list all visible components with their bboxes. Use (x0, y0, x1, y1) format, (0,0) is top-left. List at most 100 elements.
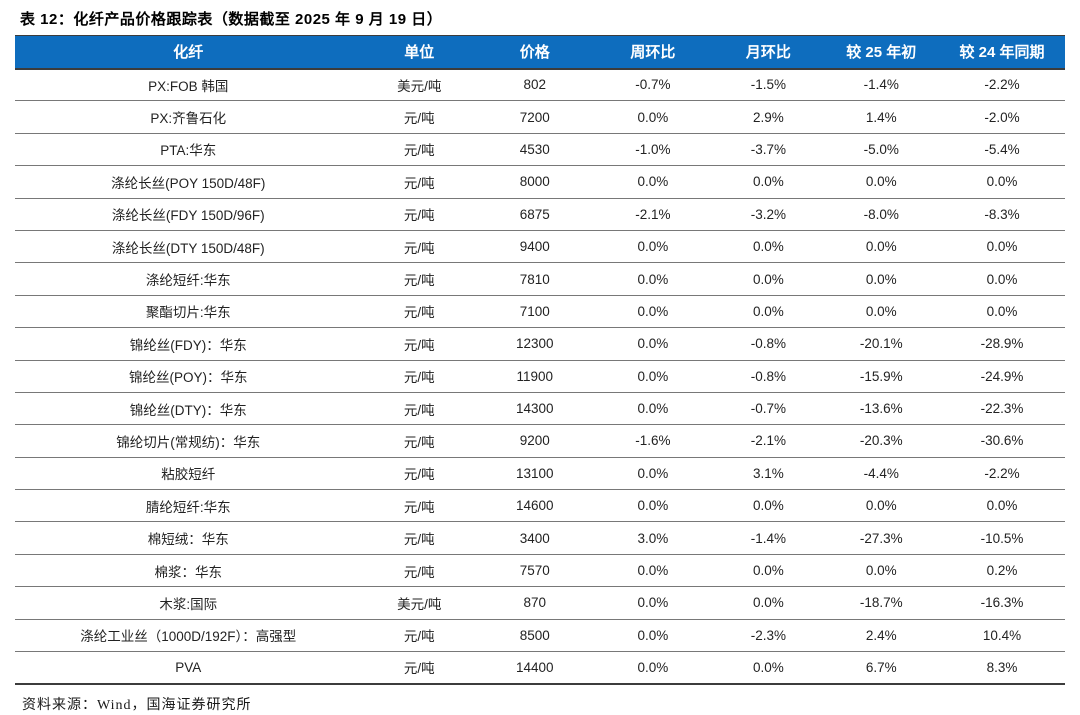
table-cell: -8.0% (823, 198, 939, 231)
table-row: 腈纶短纤:华东 元/吨 14600 0.0% 0.0% 0.0% 0.0% (15, 489, 1065, 523)
table-row: 锦纶丝(POY)：华东 元/吨 11900 0.0% -0.8% -15.9% -24.9% (15, 360, 1065, 393)
table-cell: 14600 (477, 489, 593, 523)
table-cell: -1.4% (823, 68, 939, 102)
table-cell: PX:齐鲁石化 (15, 100, 362, 134)
table-cell: -28.9% (939, 327, 1065, 361)
table-cell: 元/吨 (361, 619, 477, 653)
header-cell: 较 25 年初 (823, 35, 939, 70)
table-cell: 元/吨 (361, 262, 477, 296)
table-cell: 2.9% (713, 100, 824, 134)
table-cell: 粘胶短纤 (15, 457, 362, 491)
table-cell: 0.0% (939, 489, 1065, 523)
table-cell: -30.6% (939, 424, 1065, 458)
table-cell: 14400 (477, 651, 593, 685)
table-cell: -8.3% (939, 198, 1065, 231)
table-cell: 0.0% (592, 489, 714, 523)
table-cell: 0.0% (713, 165, 824, 199)
table-row: PVA 元/吨 14400 0.0% 0.0% 6.7% 8.3% (15, 651, 1065, 685)
table-cell: 9400 (477, 230, 593, 264)
table-cell: 0.0% (713, 489, 824, 523)
header-cell: 月环比 (713, 35, 824, 70)
table-cell: -2.2% (939, 68, 1065, 102)
table-row: 涤纶工业丝（1000D/192F）：高强型 元/吨 8500 0.0% -2.3% 2.4… (15, 619, 1065, 653)
table-row: 锦纶丝(FDY)：华东 元/吨 12300 0.0% -0.8% -20.1% -28.9% (15, 327, 1065, 361)
table-cell: 棉短绒：华东 (15, 521, 362, 555)
table-cell: 涤纶长丝(DTY 150D/48F) (15, 230, 362, 264)
table-cell: 0.0% (713, 651, 824, 685)
table-cell: 0.0% (823, 554, 939, 588)
table-cell: -1.6% (592, 424, 714, 458)
table-cell: 0.0% (713, 295, 824, 329)
table-cell: -24.9% (939, 360, 1065, 393)
table-row: 锦纶丝(DTY)：华东 元/吨 14300 0.0% -0.7% -13.6% -22.3% (15, 392, 1065, 426)
table-cell: 0.0% (713, 586, 824, 620)
table-cell: 元/吨 (361, 651, 477, 685)
table-cell: -22.3% (939, 392, 1065, 426)
table-row: 粘胶短纤 元/吨 13100 0.0% 3.1% -4.4% -2.2% (15, 457, 1065, 491)
table-cell: 元/吨 (361, 133, 477, 167)
table-cell: 0.0% (592, 262, 714, 296)
table-cell: 元/吨 (361, 295, 477, 329)
table-cell: -3.7% (713, 133, 824, 167)
table-cell: 1.4% (823, 100, 939, 134)
table-cell: 元/吨 (361, 100, 477, 134)
table-cell: -16.3% (939, 586, 1065, 620)
table-cell: 锦纶丝(FDY)：华东 (15, 327, 362, 361)
table-cell: 12300 (477, 327, 593, 361)
table-cell: 7810 (477, 262, 593, 296)
header-cell: 单位 (361, 35, 477, 70)
table-cell: 6.7% (823, 651, 939, 685)
table-cell: 锦纶丝(DTY)：华东 (15, 392, 362, 426)
table-cell: 10.4% (939, 619, 1065, 653)
table-cell: 3.0% (592, 521, 714, 555)
table-cell: 美元/吨 (361, 586, 477, 620)
table-cell: 8000 (477, 165, 593, 199)
table-cell: 0.0% (939, 262, 1065, 296)
table-cell: 0.0% (713, 262, 824, 296)
table-cell: 木浆:国际 (15, 586, 362, 620)
table-cell: 锦纶切片(常规纺)：华东 (15, 424, 362, 458)
table-cell: 3.1% (713, 457, 824, 491)
table-cell: 元/吨 (361, 327, 477, 361)
table-cell: 2.4% (823, 619, 939, 653)
table-cell: -2.0% (939, 100, 1065, 134)
table-title: 表 12：化纤产品价格跟踪表（数据截至 2025 年 9 月 19 日） (20, 11, 443, 28)
table-cell: 元/吨 (361, 360, 477, 393)
header-cell: 较 24 年同期 (939, 35, 1065, 70)
table-cell: -10.5% (939, 521, 1065, 555)
table-cell: 元/吨 (361, 198, 477, 231)
table-cell: -4.4% (823, 457, 939, 491)
table-cell: 锦纶丝(POY)：华东 (15, 360, 362, 393)
table-cell: 8500 (477, 619, 593, 653)
table-cell: 4530 (477, 133, 593, 167)
table-cell: 0.0% (939, 295, 1065, 329)
table-cell: -13.6% (823, 392, 939, 426)
table-cell: -5.4% (939, 133, 1065, 167)
table-cell: 870 (477, 586, 593, 620)
table-row: 涤纶长丝(DTY 150D/48F) 元/吨 9400 0.0% 0.0% 0.0% 0.0… (15, 230, 1065, 264)
table-cell: 涤纶长丝(POY 150D/48F) (15, 165, 362, 199)
table-cell: 9200 (477, 424, 593, 458)
table-cell: 0.0% (592, 651, 714, 685)
table-row: 棉浆：华东 元/吨 7570 0.0% 0.0% 0.0% 0.2% (15, 554, 1065, 588)
table-cell: 0.0% (823, 262, 939, 296)
table-cell: -2.2% (939, 457, 1065, 491)
table-cell: 0.2% (939, 554, 1065, 588)
table-cell: -18.7% (823, 586, 939, 620)
table-cell: -2.1% (713, 424, 824, 458)
table-cell: 7570 (477, 554, 593, 588)
table-row: 木浆:国际 美元/吨 870 0.0% 0.0% -18.7% -16.3% (15, 586, 1065, 620)
table-body: PX:FOB 韩国 美元/吨 802 -0.7% -1.5% -1.4% -2.2% PX:齐… (15, 68, 1065, 685)
table-row: 聚酯切片:华东 元/吨 7100 0.0% 0.0% 0.0% 0.0% (15, 295, 1065, 329)
header-cell: 化纤 (15, 35, 362, 70)
table-cell: 涤纶工业丝（1000D/192F）：高强型 (15, 619, 362, 653)
table-row: 涤纶短纤:华东 元/吨 7810 0.0% 0.0% 0.0% 0.0% (15, 262, 1065, 296)
table-cell: -0.7% (713, 392, 824, 426)
table-cell: 0.0% (592, 554, 714, 588)
table-cell: -15.9% (823, 360, 939, 393)
table-cell: 元/吨 (361, 230, 477, 264)
header-cell: 价格 (477, 35, 593, 70)
table-cell: 11900 (477, 360, 593, 393)
table-cell: 元/吨 (361, 424, 477, 458)
table-cell: 7100 (477, 295, 593, 329)
